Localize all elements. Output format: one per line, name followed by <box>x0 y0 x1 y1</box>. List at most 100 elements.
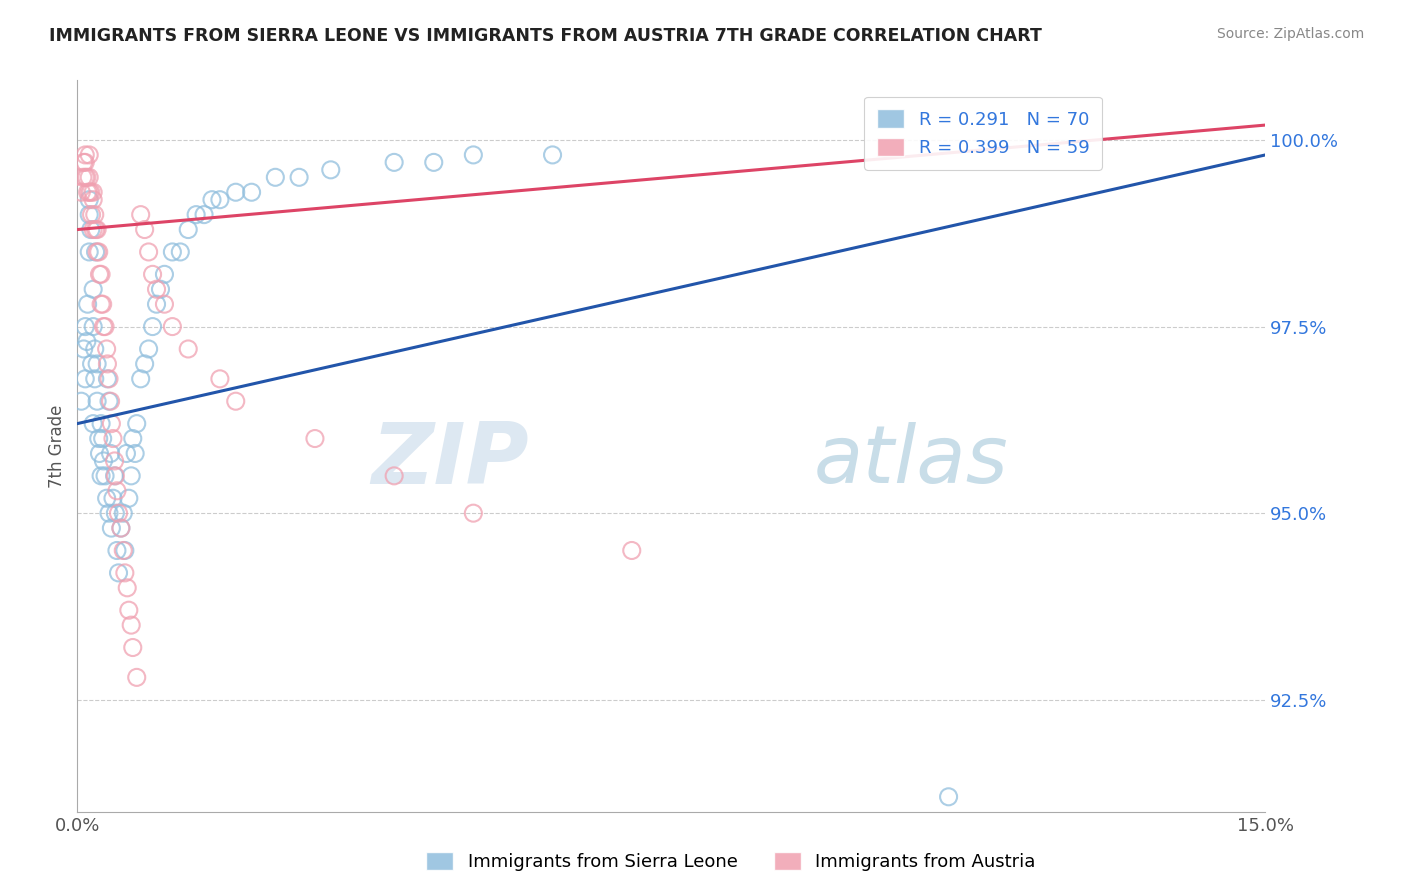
Point <box>138 244 160 259</box>
Point <box>145 297 167 311</box>
Point <box>114 543 136 558</box>
Point <box>93 319 115 334</box>
Point <box>100 417 122 431</box>
Point <box>169 244 191 259</box>
Point <box>76 334 98 349</box>
Point <box>83 342 105 356</box>
Point <box>86 244 108 259</box>
Point <box>107 566 129 580</box>
Point <box>186 208 208 222</box>
Point <box>463 506 485 520</box>
Point <box>93 454 115 468</box>
Point <box>84 244 107 259</box>
Point <box>75 148 97 162</box>
Point <box>201 193 224 207</box>
Point <box>114 566 136 580</box>
Point <box>91 297 114 311</box>
Point <box>541 148 564 162</box>
Point <box>225 394 247 409</box>
Point <box>382 155 405 169</box>
Point <box>96 342 118 356</box>
Point <box>142 268 165 282</box>
Point <box>70 394 93 409</box>
Point <box>94 468 117 483</box>
Point <box>120 468 142 483</box>
Point <box>82 319 104 334</box>
Point <box>90 297 112 311</box>
Y-axis label: 7th Grade: 7th Grade <box>48 404 66 488</box>
Point <box>105 543 128 558</box>
Text: IMMIGRANTS FROM SIERRA LEONE VS IMMIGRANTS FROM AUSTRIA 7TH GRADE CORRELATION CH: IMMIGRANTS FROM SIERRA LEONE VS IMMIGRAN… <box>49 27 1042 45</box>
Point <box>100 446 122 460</box>
Point <box>104 468 127 483</box>
Point <box>86 357 108 371</box>
Point <box>208 193 231 207</box>
Point <box>98 394 121 409</box>
Point <box>138 342 160 356</box>
Point <box>115 446 138 460</box>
Point <box>82 193 104 207</box>
Point <box>77 186 100 200</box>
Point <box>620 543 643 558</box>
Point <box>125 417 148 431</box>
Point <box>84 222 107 236</box>
Point <box>208 372 231 386</box>
Point <box>101 491 124 506</box>
Point <box>96 357 118 371</box>
Point <box>225 186 247 200</box>
Point <box>304 432 326 446</box>
Point <box>72 170 94 185</box>
Point <box>80 357 103 371</box>
Point <box>101 432 124 446</box>
Point <box>120 618 142 632</box>
Point <box>110 521 132 535</box>
Point <box>240 186 263 200</box>
Point <box>75 372 97 386</box>
Point <box>104 506 127 520</box>
Point <box>76 297 98 311</box>
Legend: R = 0.291   N = 70, R = 0.399   N = 59: R = 0.291 N = 70, R = 0.399 N = 59 <box>865 96 1102 169</box>
Point <box>112 506 135 520</box>
Point <box>90 468 112 483</box>
Point <box>80 186 103 200</box>
Point <box>134 357 156 371</box>
Point <box>938 789 960 804</box>
Point <box>91 432 114 446</box>
Point <box>83 208 105 222</box>
Point <box>129 208 152 222</box>
Point <box>177 342 200 356</box>
Text: ZIP: ZIP <box>371 419 529 502</box>
Point <box>124 446 146 460</box>
Point <box>103 454 125 468</box>
Point <box>149 282 172 296</box>
Point <box>153 268 176 282</box>
Point <box>87 432 110 446</box>
Point <box>382 468 405 483</box>
Point <box>145 282 167 296</box>
Point <box>319 162 342 177</box>
Point <box>73 342 96 356</box>
Point <box>86 394 108 409</box>
Point <box>153 297 176 311</box>
Point <box>162 244 184 259</box>
Point <box>90 268 112 282</box>
Point <box>134 222 156 236</box>
Point <box>87 244 110 259</box>
Point <box>142 319 165 334</box>
Point <box>423 155 446 169</box>
Point <box>70 186 93 200</box>
Point <box>82 282 104 296</box>
Point <box>129 372 152 386</box>
Point <box>118 491 141 506</box>
Point <box>463 148 485 162</box>
Point <box>77 208 100 222</box>
Text: Source: ZipAtlas.com: Source: ZipAtlas.com <box>1216 27 1364 41</box>
Point <box>89 446 111 460</box>
Point <box>98 372 121 386</box>
Point <box>110 521 132 535</box>
Point <box>82 222 104 236</box>
Point <box>264 170 287 185</box>
Point <box>76 170 98 185</box>
Point <box>89 268 111 282</box>
Point <box>77 193 100 207</box>
